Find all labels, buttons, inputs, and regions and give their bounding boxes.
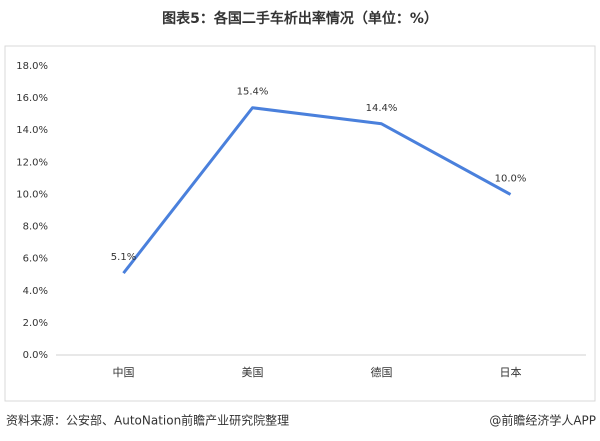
x-tick-label: 美国 <box>242 366 264 379</box>
x-tick-label: 日本 <box>500 365 522 379</box>
source-note: 资料来源：公安部、AutoNation前瞻产业研究院整理 <box>6 413 289 428</box>
chart-frame <box>4 45 596 402</box>
y-tick-label: 2.0% <box>23 318 48 329</box>
line <box>122 106 512 275</box>
y-tick-label: 18.0% <box>16 61 48 72</box>
x-tick-label: 德国 <box>371 365 393 379</box>
value-label: 10.0% <box>495 173 527 184</box>
y-tick-label: 6.0% <box>23 254 48 265</box>
value-label: 5.1% <box>111 252 136 263</box>
chart-title: 图表5：各国二手车析出率情况（单位：%） <box>162 10 438 27</box>
y-tick-label: 0.0% <box>23 350 48 361</box>
y-tick-label: 12.0% <box>16 157 48 168</box>
value-label: 14.4% <box>366 103 398 114</box>
y-tick-label: 16.0% <box>16 93 48 104</box>
credit: @前瞻经济学人APP <box>489 413 596 428</box>
x-tick-label: 中国 <box>113 366 135 379</box>
y-tick-label: 8.0% <box>23 222 48 233</box>
y-tick-label: 14.0% <box>16 125 48 136</box>
y-tick-label: 10.0% <box>16 189 48 200</box>
y-tick-label: 4.0% <box>23 286 48 297</box>
value-label: 15.4% <box>237 87 269 98</box>
